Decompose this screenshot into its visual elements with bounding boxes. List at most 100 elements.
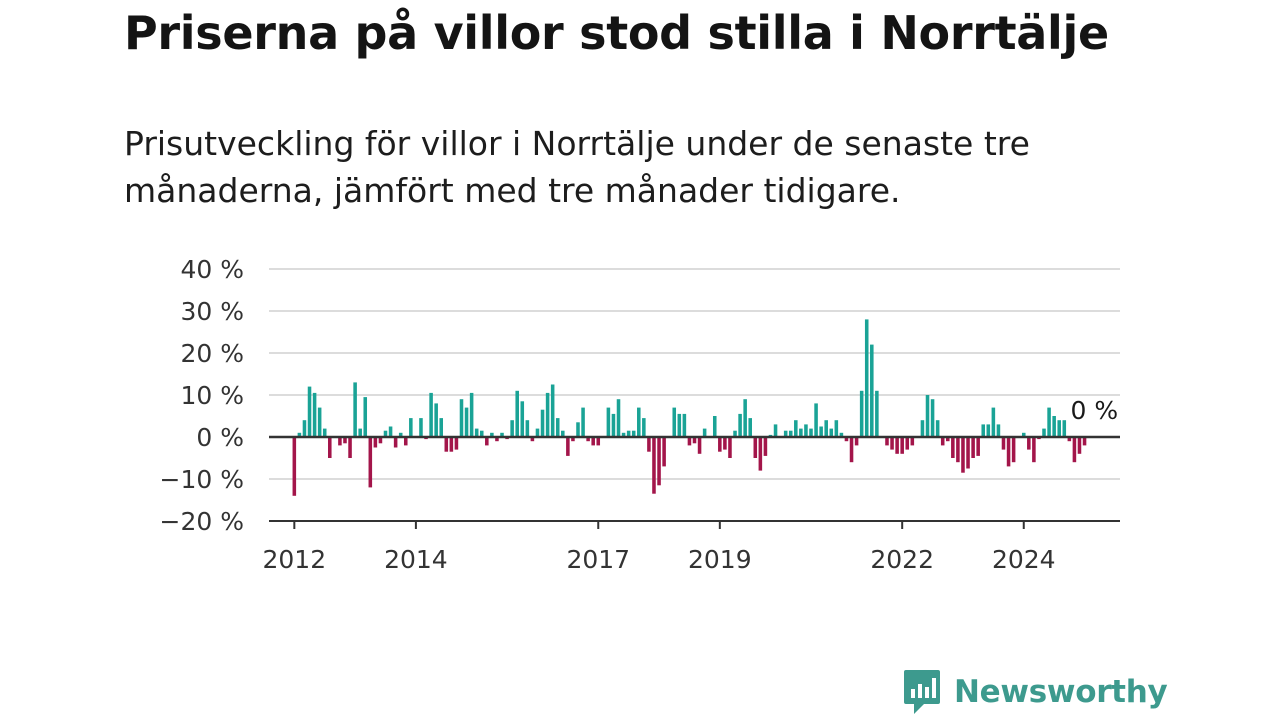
bar-positive [611,413,616,437]
y-tick-label: −20 % [160,507,244,536]
bar-positive [555,418,560,437]
bar-positive [996,424,1001,437]
y-tick-label: −10 % [160,465,244,494]
bar-negative [946,437,950,442]
bar-positive [297,432,302,437]
bar-negative [718,437,722,452]
bar-positive [637,407,641,437]
bar-negative [348,437,352,458]
bar-positive [743,399,747,437]
bar-negative [1077,437,1082,454]
bar-positive [834,420,839,437]
bar-negative [844,437,849,442]
latest-value-label: 0 % [1071,396,1119,425]
x-tick-label: 2019 [688,545,752,574]
bar-negative [758,437,763,471]
bar-positive [626,430,631,437]
x-tick-label: 2017 [566,545,630,574]
bar-negative [292,437,297,496]
x-tick-label: 2012 [263,545,327,574]
bar-positive [515,390,519,437]
bar-positive [459,399,464,437]
bar-negative [900,437,904,454]
bar-positive [581,407,585,437]
bar-negative [1006,437,1011,467]
bar-negative [956,437,960,463]
bar-negative [368,437,373,488]
bar-positive [814,403,818,437]
bar-positive [419,418,423,437]
bar-positive [606,407,611,437]
bar-positive [1021,432,1026,437]
bar-positive [991,407,996,437]
bar-negative [692,437,697,444]
bar-negative [449,437,454,452]
bar-positive [434,403,438,437]
bar-positive [510,420,514,437]
bar-negative [1072,437,1077,463]
bar-negative [485,437,489,446]
bar-negative [454,437,459,450]
bar-positive [540,409,545,437]
bar-positive [773,424,778,437]
bar-negative [530,437,535,442]
bar-positive [409,418,413,437]
bar-negative [890,437,894,450]
x-tick-label: 2022 [870,545,934,574]
gridlines [269,268,1120,480]
y-axis-labels: 40 % 30 % 20 % 10 % 0 % −10 % −20 % [160,255,244,536]
bar-positive [1057,420,1061,437]
bar-negative [596,437,601,446]
bar-negative [393,437,398,448]
chart-title: Priserna på villor stod stilla i Norrtäl… [124,6,1109,60]
bar-positive [733,430,737,437]
newsworthy-logo-icon [904,670,940,714]
bar-negative [1032,437,1036,463]
bar-positive [799,428,803,437]
bar-negative [1067,437,1072,442]
bar-positive [1062,420,1067,437]
bar-negative [662,437,666,467]
bar-negative [1082,437,1087,446]
bar-negative [647,437,651,452]
bar-negative [895,437,899,454]
bar-negative [763,437,768,456]
bar-positive [525,420,530,437]
newsworthy-logo-text: Newsworthy [954,674,1168,710]
bar-negative [591,437,595,446]
bar-negative [1011,437,1016,463]
bar-positive [550,384,555,437]
bar-positive [302,420,307,437]
y-tick-label: 30 % [180,297,244,326]
bar-negative [378,437,383,444]
bar-negative [495,437,499,442]
bar-positive [1047,407,1051,437]
bar-positive [819,426,823,437]
bar-positive [520,401,525,437]
bar-positive [474,428,479,437]
bar-positive [616,399,621,437]
bar-positive [545,392,550,437]
bar-positive [358,428,362,437]
bar-negative [753,437,758,458]
bar-negative [966,437,970,469]
bar-negative [586,437,590,442]
bar-negative [328,437,332,458]
bar-positive [307,386,312,437]
bar-positive [479,430,484,437]
bar-negative [976,437,980,456]
bar-positive [383,430,388,437]
bar-positive [712,416,717,437]
bar-positive [317,407,322,437]
x-tick-label: 2024 [992,545,1056,574]
bar-negative [566,437,570,456]
bar-negative [728,437,732,458]
y-tick-label: 0 % [196,423,244,452]
bar-positive [839,432,844,437]
bar-negative [723,437,727,450]
bar-positive [925,395,930,437]
y-tick-label: 40 % [180,255,244,284]
bar-positive [439,418,443,437]
bar-positive [875,390,879,437]
